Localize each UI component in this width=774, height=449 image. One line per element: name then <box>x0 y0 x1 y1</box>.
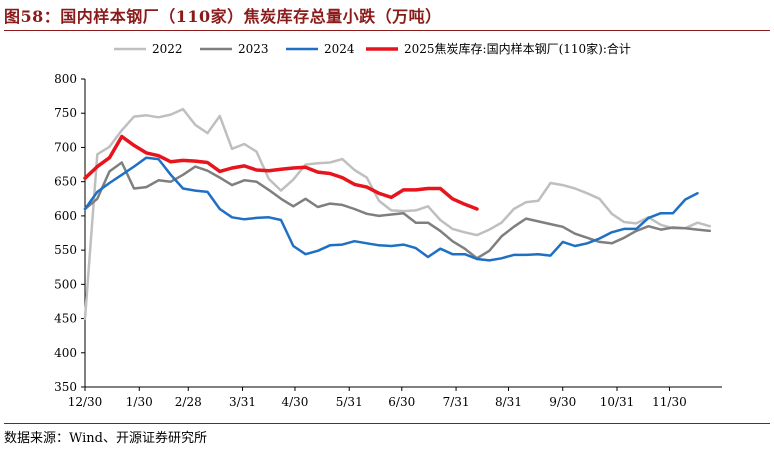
x-axis: 12/30 1/30 2/28 3/31 4/30 5/31 6/30 7/31 8/31 9/3… <box>68 386 722 409</box>
x-tick-label: 7/31 <box>443 395 470 409</box>
legend-label: 2024 <box>324 42 355 56</box>
y-tick-label: 650 <box>54 175 77 189</box>
y-tick-label: 400 <box>54 346 77 360</box>
x-tick-label: 9/30 <box>549 395 576 409</box>
y-tick-label: 800 <box>54 72 77 86</box>
x-tick-label: 10/31 <box>600 395 635 409</box>
y-tick-label: 700 <box>54 140 77 154</box>
chart-title: 图58：国内样本钢厂（110家）焦炭库存总量小跌（万吨） <box>4 7 442 26</box>
title-underline <box>4 30 770 31</box>
x-tick-label: 1/30 <box>126 395 153 409</box>
x-tick-label: 4/30 <box>281 395 308 409</box>
legend-label: 2025焦炭库存:国内样本钢厂(110家):合计 <box>404 41 631 56</box>
x-tick-label: 5/31 <box>336 395 363 409</box>
x-tick-label: 6/30 <box>388 395 415 409</box>
source-divider <box>4 423 770 424</box>
x-tick-label: 3/31 <box>229 395 256 409</box>
y-tick-label: 500 <box>54 277 77 291</box>
x-tick-label: 8/31 <box>495 395 522 409</box>
series-line-3 <box>83 134 479 211</box>
legend-label: 2023 <box>238 42 269 56</box>
source-note: 数据来源：Wind、开源证券研究所 <box>4 431 207 446</box>
y-axis: 350 400 450 500 550 600 650 700 750 800 <box>54 72 86 394</box>
y-tick-label: 750 <box>54 106 77 120</box>
legend: 2022 2023 2024 2025焦炭库存:国内样本钢厂(110家):合计 <box>114 41 631 56</box>
y-tick-label: 350 <box>54 380 77 394</box>
y-tick-label: 550 <box>54 243 77 257</box>
y-tick-label: 600 <box>54 209 77 223</box>
x-tick-label: 2/28 <box>175 395 202 409</box>
x-tick-label: 12/30 <box>68 395 103 409</box>
series-line-0 <box>83 107 712 320</box>
series-line-1 <box>83 161 712 260</box>
x-tick-label: 11/30 <box>652 395 687 409</box>
y-tick-label: 450 <box>54 312 77 326</box>
series-line-2 <box>83 156 699 262</box>
series-lines <box>83 107 712 320</box>
legend-label: 2022 <box>152 42 183 56</box>
